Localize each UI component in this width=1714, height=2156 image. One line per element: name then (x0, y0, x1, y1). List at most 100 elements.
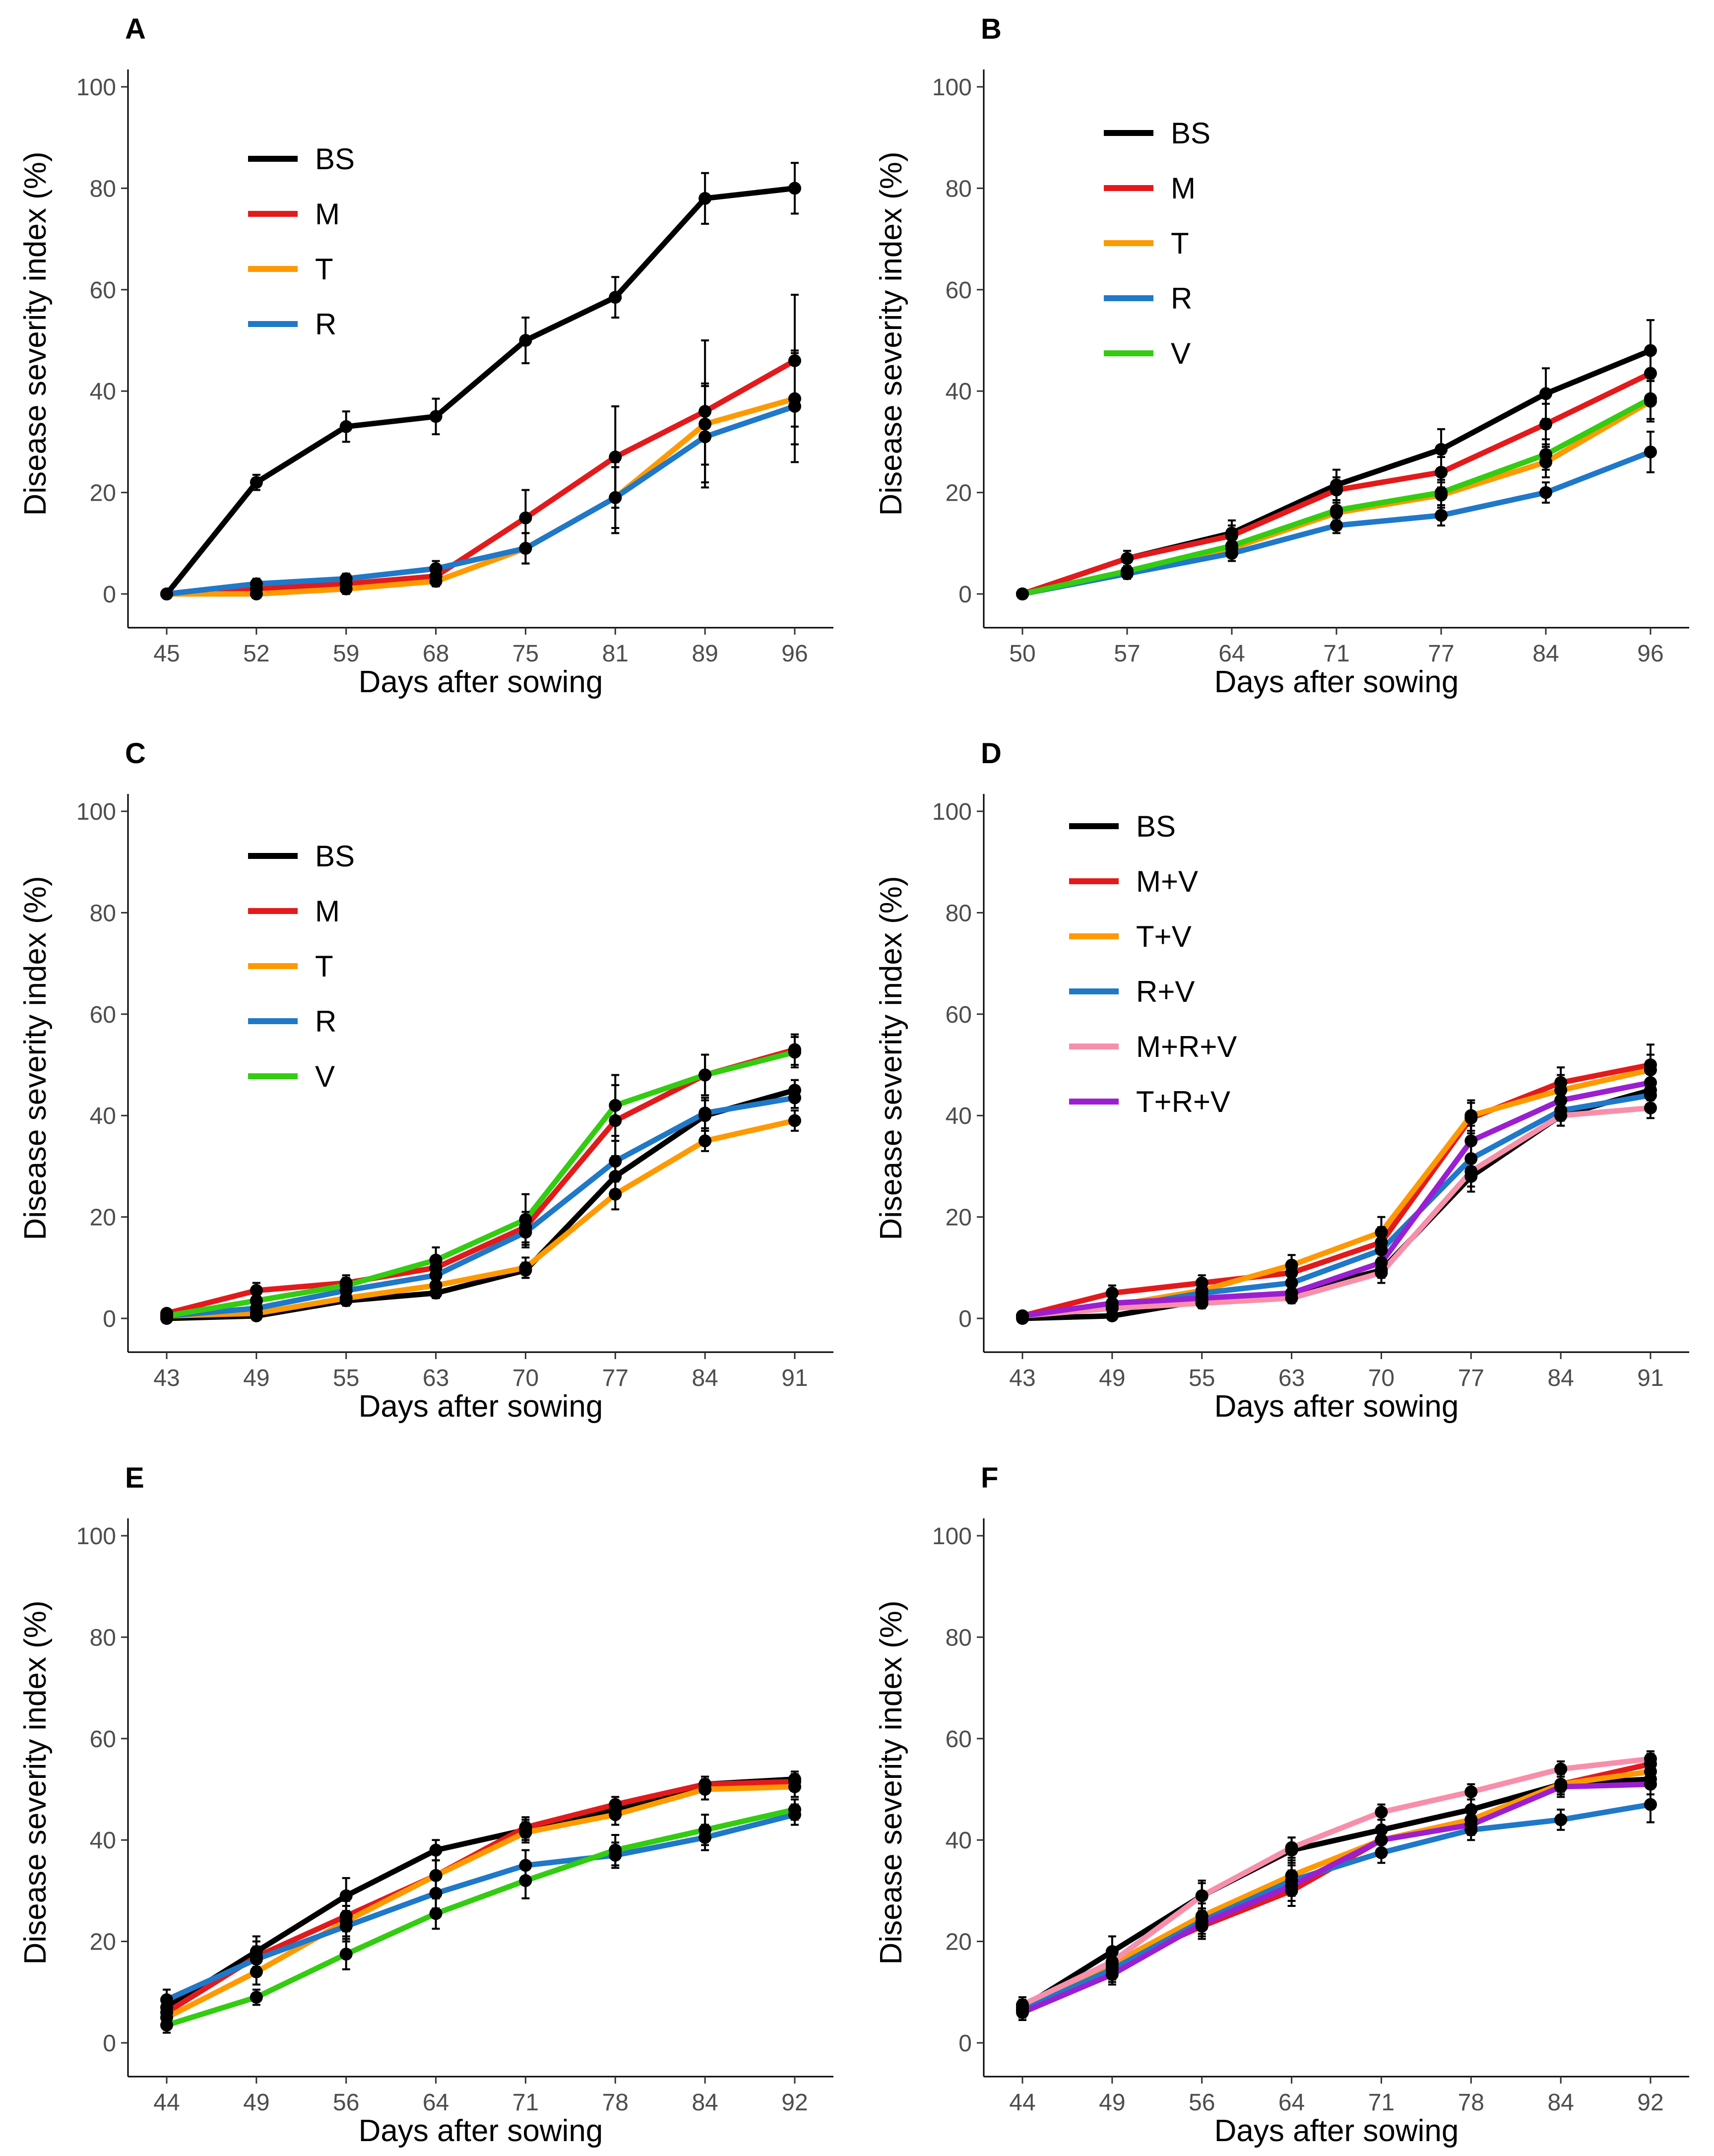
x-tick-label: 84 (692, 1365, 718, 1391)
data-point (1464, 1165, 1478, 1178)
data-point (519, 1261, 532, 1274)
y-tick-label: 20 (90, 1929, 116, 1956)
panel-label: F (981, 1462, 998, 1494)
x-tick-label: 49 (1099, 2090, 1125, 2116)
x-tick-label: 70 (1368, 1365, 1395, 1391)
x-tick-label: 77 (1428, 641, 1454, 667)
x-tick-label: 70 (512, 1365, 539, 1391)
y-tick-label: 80 (90, 176, 116, 202)
y-tick-label: 0 (103, 582, 116, 608)
legend-label: M+R+V (1136, 1030, 1237, 1063)
y-tick-label: 20 (90, 1205, 116, 1231)
data-point (160, 1993, 173, 2007)
data-point (339, 1279, 353, 1292)
panel-b: B 0 20 40 60 80 100 50 57 64 71 77 84 96 Days after so… (874, 13, 1689, 699)
x-tick-label: 84 (1532, 641, 1559, 667)
data-point (1121, 552, 1134, 565)
panel-label: E (125, 1462, 144, 1494)
data-point (788, 1780, 801, 1793)
y-tick-label: 60 (946, 277, 972, 304)
data-point (1330, 483, 1343, 497)
data-point (698, 430, 712, 444)
data-point (1554, 1094, 1568, 1107)
legend-label: R (315, 1005, 336, 1038)
y-tick-label: 100 (76, 1523, 116, 1550)
data-point (250, 1284, 263, 1297)
series-line-m-r-v (1019, 1105, 1653, 1319)
legend-label: R (1171, 282, 1192, 315)
data-point (698, 1783, 712, 1796)
data-point (1016, 1309, 1029, 1322)
legend-label: M+V (1136, 865, 1198, 898)
legend-label: T (315, 253, 333, 286)
y-tick-label: 40 (946, 1828, 972, 1854)
data-point (339, 1948, 353, 1961)
y-axis-title: Disease severity index (%) (874, 1601, 908, 1965)
data-point (1644, 1752, 1657, 1765)
panel-c: C 0 20 40 60 80 100 43 49 55 63 70 77 84 91 Days after … (18, 737, 833, 1424)
x-tick-label: 49 (243, 1365, 269, 1391)
data-point (519, 542, 532, 555)
legend-label: BS (1171, 117, 1210, 150)
data-point (609, 1187, 622, 1201)
x-tick-label: 91 (1637, 1365, 1663, 1391)
x-tick-label: 71 (1368, 2090, 1395, 2116)
x-tick-label: 71 (1323, 641, 1349, 667)
x-tick-label: 77 (602, 1365, 629, 1391)
data-point (698, 1068, 712, 1082)
data-point (1330, 504, 1343, 517)
data-point (160, 2019, 173, 2032)
data-point (1105, 1286, 1119, 1300)
data-point (698, 1107, 712, 1120)
data-point (1554, 1813, 1568, 1827)
x-tick-label: 92 (1637, 2090, 1663, 2116)
x-tick-label: 43 (153, 1365, 180, 1391)
y-tick-label: 60 (90, 1726, 116, 1753)
data-point (1435, 465, 1448, 479)
data-point (519, 1826, 532, 1839)
y-tick-label: 100 (932, 1523, 972, 1550)
x-tick-label: 56 (1189, 2090, 1215, 2116)
data-point (250, 588, 263, 600)
data-point (609, 291, 622, 304)
x-tick-label: 78 (1458, 2090, 1484, 2116)
x-tick-label: 44 (1009, 2090, 1035, 2116)
y-tick-label: 80 (90, 900, 116, 926)
data-point (1539, 387, 1552, 400)
legend-label: T (1171, 227, 1189, 260)
panel-label: C (125, 737, 146, 770)
data-point (1464, 1785, 1478, 1799)
data-point (250, 1294, 263, 1307)
y-axis-title: Disease severity index (%) (18, 1601, 53, 1965)
data-point (1285, 1879, 1298, 1893)
legend-label: R+V (1136, 975, 1195, 1008)
x-tick-label: 84 (1547, 1365, 1574, 1391)
x-tick-label: 78 (602, 2090, 629, 2116)
y-axis-title: Disease severity index (%) (874, 876, 908, 1241)
series-line-r-v (1019, 1802, 1653, 2013)
data-point (788, 1091, 801, 1105)
data-point (1539, 486, 1552, 499)
panel-label: A (125, 13, 146, 45)
data-point (1121, 565, 1134, 578)
data-point (519, 511, 532, 524)
data-point (339, 1889, 353, 1902)
x-tick-label: 89 (692, 641, 718, 667)
data-point (339, 582, 353, 595)
series-line-m-v (1019, 1062, 1653, 1319)
x-tick-label: 64 (1278, 2090, 1305, 2116)
legend-label: M (1171, 172, 1196, 205)
data-point (1644, 1101, 1657, 1114)
data-point (1644, 392, 1657, 405)
legend-label: BS (315, 840, 355, 873)
y-tick-label: 100 (76, 74, 116, 101)
data-point (250, 476, 263, 489)
data-point (1644, 1798, 1657, 1811)
x-tick-label: 43 (1009, 1365, 1035, 1391)
x-tick-label: 52 (243, 641, 269, 667)
y-tick-label: 100 (76, 799, 116, 825)
panel-d: D 0 20 40 60 80 100 43 49 55 63 70 77 84 91 Days after … (874, 737, 1689, 1424)
x-axis-title: Days after sowing (359, 1389, 603, 1424)
data-point (1195, 1917, 1208, 1930)
